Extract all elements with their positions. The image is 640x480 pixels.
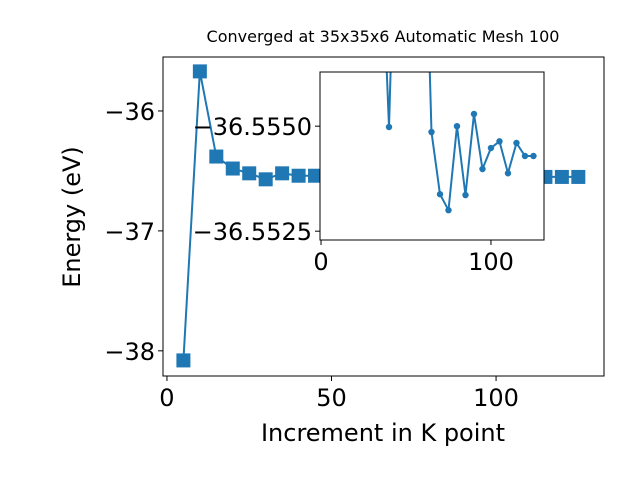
x-tick-label: 50	[316, 384, 347, 412]
marker	[445, 206, 452, 214]
marker	[504, 170, 512, 177]
marker	[479, 165, 486, 173]
marker	[192, 64, 207, 79]
x-tick-label: 100	[468, 248, 514, 276]
y-axis-label: Energy (eV)	[58, 146, 86, 288]
marker	[176, 353, 191, 368]
marker	[258, 172, 273, 187]
marker	[428, 128, 435, 136]
marker	[209, 149, 224, 164]
marker	[521, 152, 529, 160]
chart-title: Converged at 35x35x6 Automatic Mesh 100	[207, 27, 560, 46]
marker	[385, 123, 393, 131]
x-tick-label: 100	[473, 384, 519, 412]
marker	[242, 166, 257, 181]
y-tick-label: −36.5550	[193, 113, 312, 141]
marker	[453, 122, 461, 130]
marker	[436, 191, 444, 198]
plot-area	[320, 72, 544, 240]
marker	[496, 138, 503, 145]
x-axis-label: Increment in K point	[261, 419, 505, 447]
marker	[462, 191, 469, 199]
x-tick-label: 0	[159, 384, 174, 412]
axes-frame	[319, 71, 545, 241]
plot-content	[385, 72, 537, 214]
marker	[513, 139, 520, 147]
marker	[275, 166, 290, 181]
y-tick-label: −36.5525	[193, 218, 312, 246]
marker	[554, 169, 569, 184]
marker	[470, 110, 478, 118]
marker	[225, 161, 240, 176]
marker	[530, 152, 537, 160]
marker	[571, 169, 586, 184]
x-tick-label: 0	[313, 248, 328, 276]
marker	[308, 168, 323, 183]
y-tick-label: −36	[104, 98, 155, 126]
axes-frame	[162, 56, 605, 377]
marker	[291, 168, 306, 183]
y-tick-label: −38	[104, 338, 155, 366]
marker	[487, 144, 495, 152]
y-tick-label: −37	[104, 218, 155, 246]
